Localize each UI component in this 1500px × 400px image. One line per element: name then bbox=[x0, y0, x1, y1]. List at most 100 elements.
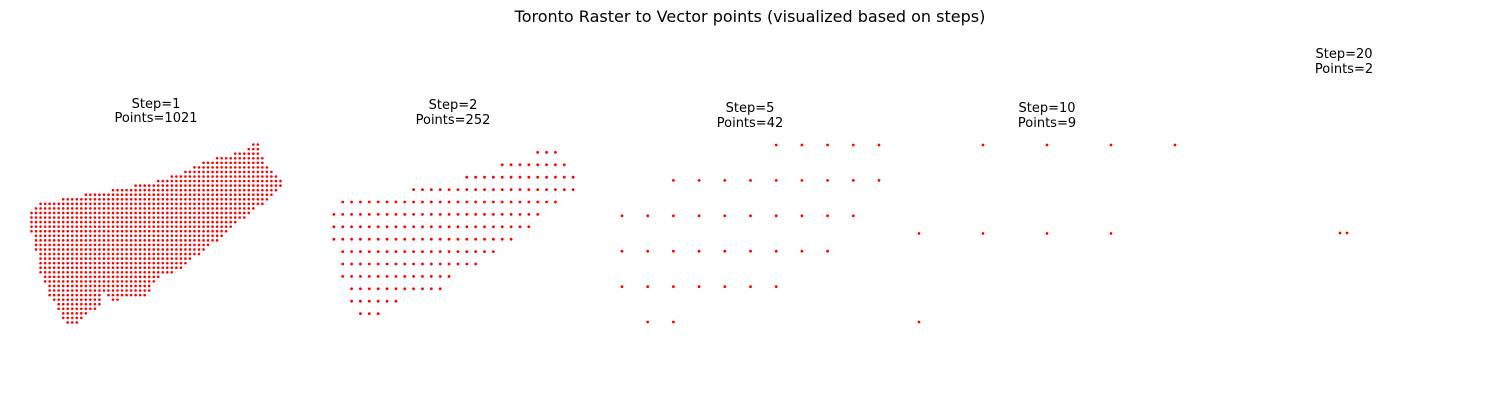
data-point bbox=[229, 211, 232, 215]
data-point bbox=[39, 229, 42, 233]
data-point bbox=[421, 200, 424, 204]
data-point bbox=[143, 193, 146, 197]
data-point bbox=[247, 193, 251, 197]
data-point bbox=[143, 225, 146, 228]
data-point bbox=[93, 220, 97, 224]
data-point bbox=[215, 229, 219, 233]
data-point bbox=[107, 207, 110, 210]
data-point bbox=[70, 197, 74, 201]
data-point bbox=[111, 202, 115, 206]
data-point bbox=[184, 193, 187, 197]
data-point bbox=[84, 243, 88, 247]
data-point bbox=[75, 289, 79, 292]
data-point bbox=[48, 284, 51, 288]
data-point bbox=[179, 202, 183, 206]
data-point bbox=[224, 229, 228, 233]
data-point bbox=[66, 211, 70, 215]
data-point bbox=[170, 216, 174, 219]
data-point bbox=[749, 285, 752, 288]
data-point bbox=[48, 293, 51, 297]
data-point bbox=[129, 229, 133, 233]
data-point bbox=[1109, 232, 1113, 235]
data-point bbox=[80, 216, 83, 219]
data-point bbox=[39, 234, 42, 238]
data-point bbox=[98, 302, 101, 306]
data-point bbox=[147, 197, 151, 201]
data-point bbox=[215, 207, 219, 210]
data-point bbox=[800, 249, 804, 253]
data-point bbox=[800, 214, 804, 218]
data-point bbox=[252, 166, 255, 169]
data-point bbox=[206, 216, 210, 219]
data-point bbox=[350, 237, 353, 241]
data-point bbox=[474, 225, 478, 229]
data-point bbox=[620, 285, 624, 288]
data-point bbox=[723, 214, 727, 218]
data-point bbox=[376, 287, 380, 291]
data-point bbox=[152, 243, 156, 247]
data-point bbox=[536, 200, 540, 204]
data-point bbox=[98, 220, 101, 224]
data-point bbox=[93, 298, 97, 301]
data-point bbox=[75, 252, 79, 256]
data-point bbox=[120, 193, 124, 197]
data-point bbox=[57, 252, 60, 256]
data-point bbox=[238, 179, 242, 183]
data-point bbox=[75, 197, 79, 201]
data-point bbox=[116, 197, 119, 201]
data-point bbox=[98, 211, 101, 215]
data-point bbox=[697, 179, 701, 182]
data-point bbox=[102, 220, 106, 224]
data-point bbox=[66, 257, 70, 260]
data-point bbox=[265, 184, 269, 187]
data-point bbox=[80, 284, 83, 288]
data-point bbox=[233, 175, 237, 178]
subplot-title-line2: Points=9 bbox=[1018, 116, 1076, 131]
data-point bbox=[80, 275, 83, 279]
data-point bbox=[274, 184, 278, 187]
data-point bbox=[61, 284, 65, 288]
data-point bbox=[749, 214, 752, 218]
data-point bbox=[247, 152, 251, 155]
data-point bbox=[188, 257, 192, 260]
data-point bbox=[120, 239, 124, 242]
data-point bbox=[111, 266, 115, 270]
data-point bbox=[39, 266, 42, 270]
data-point bbox=[161, 239, 165, 242]
data-point bbox=[52, 298, 56, 301]
data-point bbox=[39, 239, 42, 242]
data-point bbox=[175, 179, 178, 183]
data-point bbox=[238, 152, 242, 155]
data-point bbox=[233, 152, 237, 155]
data-point bbox=[188, 179, 192, 183]
data-point bbox=[152, 193, 156, 197]
data-point bbox=[80, 225, 83, 228]
data-point bbox=[184, 257, 187, 260]
data-point bbox=[981, 143, 985, 147]
data-point bbox=[57, 239, 60, 242]
data-point bbox=[202, 248, 205, 251]
data-point bbox=[851, 179, 855, 182]
data-point bbox=[66, 293, 70, 297]
data-point bbox=[107, 234, 110, 238]
data-point bbox=[57, 202, 60, 206]
data-point bbox=[43, 239, 47, 242]
data-point bbox=[252, 207, 255, 210]
data-point bbox=[367, 287, 371, 291]
data-point bbox=[256, 179, 260, 183]
data-point bbox=[111, 280, 115, 283]
data-point bbox=[152, 257, 156, 260]
data-point bbox=[385, 262, 389, 266]
data-point bbox=[224, 197, 228, 201]
data-point bbox=[367, 250, 371, 254]
data-point bbox=[66, 243, 70, 247]
data-point bbox=[48, 270, 51, 274]
data-point bbox=[554, 175, 557, 179]
data-point bbox=[545, 188, 548, 192]
data-point bbox=[220, 216, 223, 219]
data-point bbox=[116, 261, 119, 265]
data-point bbox=[89, 293, 92, 297]
data-point bbox=[107, 239, 110, 242]
data-point bbox=[143, 216, 146, 219]
data-point bbox=[48, 257, 51, 260]
